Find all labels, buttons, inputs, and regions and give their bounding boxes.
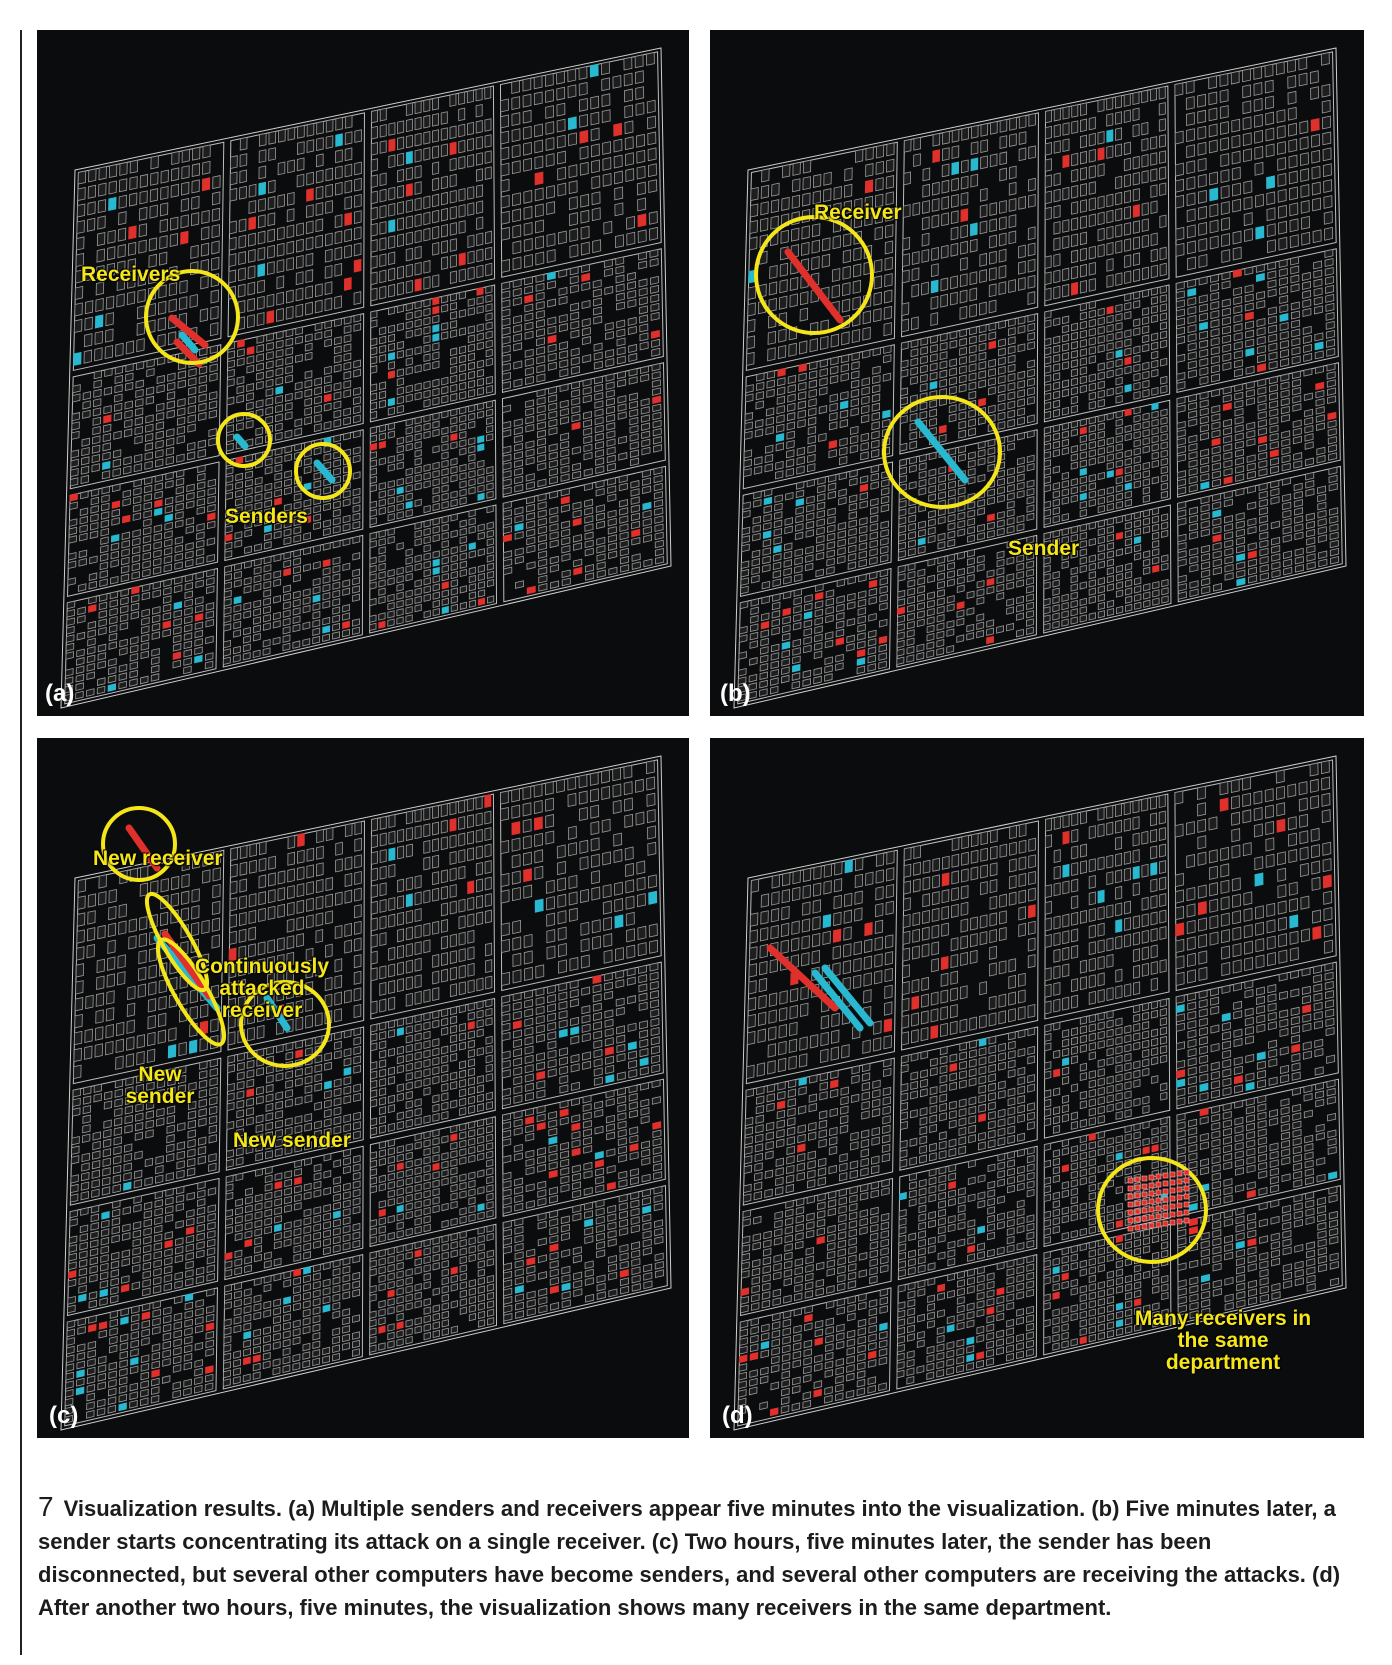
receiver-traffic-line [173,338,203,368]
panel-a: Receivers Senders (a) [37,30,689,716]
highlight-circle [155,937,227,1047]
sender-traffic-line [263,994,291,1032]
receiver-traffic-line [766,944,839,1012]
panel-label-b: (b) [720,680,751,707]
highlight-circle [294,442,352,500]
annotation-receiver: Receiver [814,201,902,224]
highlight-circle [144,891,210,993]
panel-c: New receiver Continuously attacked recei… [37,738,689,1438]
highlight-circle [882,395,1002,509]
annotation-many-receivers: Many receivers in the same department [1134,1307,1312,1374]
figure-caption-text: Visualization results. (a) Multiple send… [38,1496,1341,1620]
annotation-receivers: Receivers [81,263,181,286]
treemap-grid [60,755,672,1431]
figure-number: 7 [38,1491,54,1522]
highlight-circle [216,412,272,468]
sender-traffic-line [233,433,249,450]
highlight-circle [239,980,331,1068]
highlight-circle [1096,1156,1208,1264]
sender-traffic-line [914,418,969,484]
receiver-traffic-line [168,314,209,349]
treemap-visualization-d [733,755,1347,1431]
panel-label-d: (d) [722,1402,753,1429]
panel-label-c: (c) [49,1402,79,1429]
receiver-traffic-line [125,824,161,872]
highlight-circle [144,269,240,365]
annotation-sender: Sender [1008,537,1080,560]
annotation-senders: Senders [225,505,308,528]
receiver-traffic-line [784,248,844,324]
sender-traffic-line [313,459,336,484]
panel-label-a: (a) [45,680,75,707]
annotation-new-sender-right: New sender [233,1129,351,1152]
sender-traffic-line [178,331,199,354]
treemap-grid [733,47,1347,709]
highlight-circle [101,806,177,882]
annotation-continuously-attacked-receiver: Continuously attacked receiver [194,955,330,1022]
sender-traffic-line [811,969,864,1032]
annotation-new-sender-left: New sender [125,1063,195,1108]
treemap-grid [60,47,672,709]
figure-caption: 7 Visualization results. (a) Multiple sen… [38,1490,1358,1624]
treemap-visualization-b [733,47,1347,709]
panel-d: Many receivers in the same department (d… [710,738,1364,1438]
receiver-cluster [1127,1169,1190,1232]
sender-traffic-line [821,964,874,1027]
panel-b: Receiver Sender (b) [710,30,1364,716]
treemap-visualization-c [60,755,672,1431]
highlight-circle [754,215,874,335]
page-margin-rule [20,30,22,1655]
treemap-visualization-a [60,47,672,709]
annotation-new-receiver: New receiver [93,847,223,870]
